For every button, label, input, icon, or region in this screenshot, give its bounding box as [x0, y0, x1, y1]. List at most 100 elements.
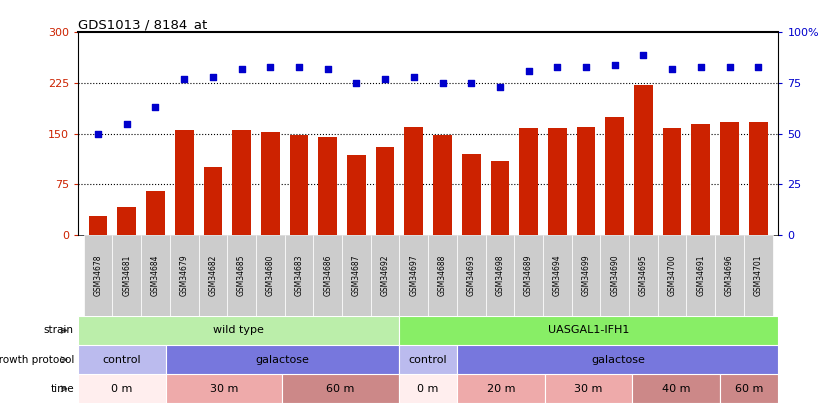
Bar	[600, 235, 629, 316]
Text: 0 m: 0 m	[417, 384, 439, 394]
Text: control: control	[103, 355, 141, 364]
Bar	[290, 135, 309, 235]
Text: galactose: galactose	[591, 355, 644, 364]
Point	[120, 120, 133, 127]
Point	[292, 64, 305, 70]
Bar	[117, 207, 136, 235]
Point	[206, 74, 219, 80]
Bar	[405, 127, 423, 235]
Bar	[78, 374, 166, 403]
Bar	[285, 235, 314, 316]
Text: GSM34698: GSM34698	[495, 255, 504, 296]
Text: GSM34693: GSM34693	[466, 255, 475, 296]
Bar	[347, 155, 365, 235]
Bar	[720, 374, 778, 403]
Point	[91, 130, 104, 137]
Text: GSM34686: GSM34686	[323, 255, 333, 296]
Bar	[146, 191, 165, 235]
Text: GSM34683: GSM34683	[295, 255, 304, 296]
Text: 30 m: 30 m	[209, 384, 238, 394]
Text: GSM34694: GSM34694	[553, 255, 562, 296]
Bar	[744, 235, 773, 316]
Text: UASGAL1-IFH1: UASGAL1-IFH1	[548, 326, 630, 335]
Text: GSM34695: GSM34695	[639, 255, 648, 296]
Text: GSM34688: GSM34688	[438, 255, 447, 296]
Bar	[485, 235, 514, 316]
Text: GDS1013 / 8184_at: GDS1013 / 8184_at	[78, 18, 207, 31]
Bar	[399, 345, 457, 374]
Bar	[89, 216, 108, 235]
Bar	[256, 235, 285, 316]
Bar	[166, 345, 399, 374]
Text: GSM34678: GSM34678	[94, 255, 103, 296]
Bar	[400, 235, 429, 316]
Point	[465, 80, 478, 86]
Bar	[658, 235, 686, 316]
Bar	[571, 235, 600, 316]
Bar	[691, 124, 710, 235]
Text: GSM34699: GSM34699	[581, 255, 590, 296]
Text: GSM34689: GSM34689	[524, 255, 533, 296]
Bar	[399, 374, 457, 403]
Point	[321, 66, 334, 72]
Bar	[457, 374, 545, 403]
Bar	[141, 235, 170, 316]
Text: GSM34687: GSM34687	[352, 255, 361, 296]
Bar	[314, 235, 342, 316]
Point	[350, 80, 363, 86]
Bar	[548, 128, 566, 235]
Bar	[514, 235, 543, 316]
Point	[149, 104, 162, 111]
Bar	[429, 235, 456, 316]
Bar	[456, 235, 485, 316]
Text: GSM34679: GSM34679	[180, 255, 189, 296]
Text: galactose: galactose	[255, 355, 310, 364]
Bar	[204, 167, 222, 235]
Bar	[663, 128, 681, 235]
Text: 60 m: 60 m	[735, 384, 764, 394]
Text: GSM34691: GSM34691	[696, 255, 705, 296]
Bar	[634, 85, 653, 235]
Bar	[376, 147, 394, 235]
Bar	[491, 161, 509, 235]
Point	[666, 66, 679, 72]
Text: GSM34696: GSM34696	[725, 255, 734, 296]
Point	[177, 76, 190, 82]
Bar	[232, 130, 251, 235]
Bar	[715, 235, 744, 316]
Bar	[576, 127, 595, 235]
Text: 30 m: 30 m	[575, 384, 603, 394]
Point	[723, 64, 736, 70]
Text: GSM34682: GSM34682	[209, 255, 218, 296]
Bar	[282, 374, 399, 403]
Bar	[457, 345, 778, 374]
Text: GSM34701: GSM34701	[754, 255, 763, 296]
Text: strain: strain	[44, 326, 74, 335]
Bar	[84, 235, 112, 316]
Text: control: control	[409, 355, 447, 364]
Bar	[78, 316, 399, 345]
Bar	[166, 374, 282, 403]
Point	[695, 64, 708, 70]
Point	[608, 62, 621, 68]
Point	[436, 80, 449, 86]
Point	[407, 74, 420, 80]
Bar	[199, 235, 227, 316]
Bar	[632, 374, 720, 403]
Point	[551, 64, 564, 70]
Text: GSM34697: GSM34697	[410, 255, 419, 296]
Bar	[342, 235, 371, 316]
Text: GSM34681: GSM34681	[122, 255, 131, 296]
Bar	[319, 137, 337, 235]
Bar	[399, 316, 778, 345]
Text: GSM34680: GSM34680	[266, 255, 275, 296]
Bar	[720, 122, 739, 235]
Text: 0 m: 0 m	[111, 384, 132, 394]
Point	[580, 64, 593, 70]
Text: wild type: wild type	[213, 326, 264, 335]
Bar	[78, 345, 166, 374]
Text: GSM34700: GSM34700	[667, 255, 677, 296]
Point	[522, 68, 535, 74]
Text: 60 m: 60 m	[327, 384, 355, 394]
Text: growth protocol: growth protocol	[0, 355, 74, 364]
